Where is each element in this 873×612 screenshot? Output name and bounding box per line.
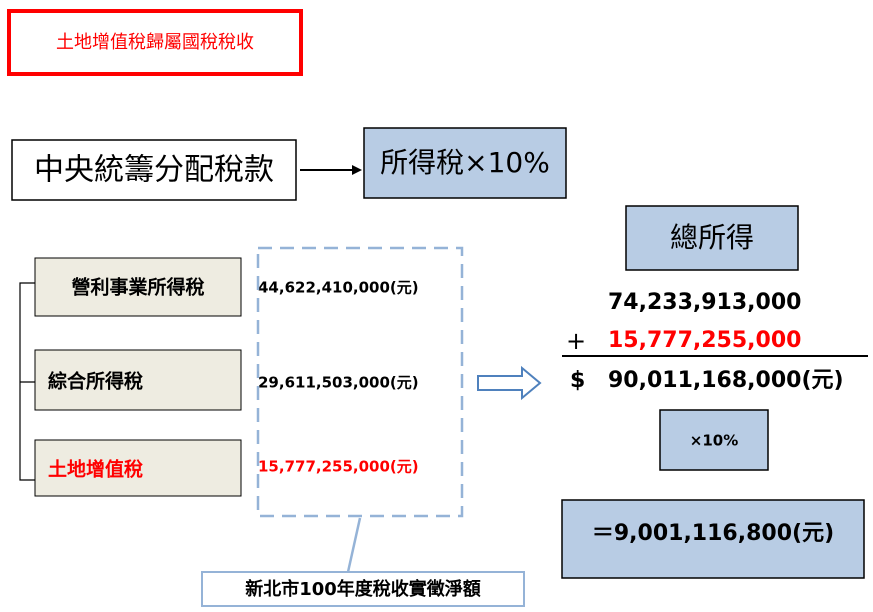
target-box	[363, 127, 567, 199]
tax-label: 綜合所得稅	[48, 370, 143, 393]
hollow-arrow	[477, 365, 542, 401]
source-box	[11, 139, 297, 201]
rate: ×10%	[690, 432, 738, 450]
arrow-head	[352, 165, 362, 175]
tax-amount: 44,622,410,000(元)	[258, 279, 419, 297]
calc-title-box	[625, 205, 799, 271]
bracket	[19, 282, 36, 481]
result-box	[561, 499, 865, 579]
calc-title: 總所得	[670, 221, 754, 254]
title-box	[7, 9, 303, 76]
group-label-box	[201, 571, 525, 607]
tax-box	[34, 439, 242, 497]
tax-amount: 29,611,503,000(元)	[258, 374, 419, 392]
result: ＝9,001,116,800(元)	[592, 521, 834, 546]
calc-currency: $	[570, 368, 585, 393]
tax-box	[34, 349, 242, 411]
source-text: 中央統籌分配稅款	[34, 153, 274, 188]
tax-label: 土地增值稅	[48, 458, 143, 481]
title: 土地增值稅歸屬國稅稅收	[56, 32, 254, 53]
calc-plus: +	[566, 327, 586, 355]
tax-label: 營利事業所得稅	[71, 276, 204, 299]
target-text: 所得稅×10%	[380, 146, 550, 179]
calc-line: 74,233,913,000	[608, 290, 801, 315]
tax-box	[34, 257, 242, 317]
tax-amount: 15,777,255,000(元)	[258, 458, 419, 476]
calc-total: 90,011,168,000(元)	[608, 368, 844, 393]
tax-rows: 營利事業所得稅 44,622,410,000(元) 綜合所得稅 29,611,5…	[34, 257, 419, 497]
rate-box	[659, 409, 769, 471]
group-frame	[256, 246, 464, 518]
group-label: 新北市100年度稅收實徵淨額	[245, 578, 481, 600]
calc-line: 15,777,255,000	[608, 328, 801, 353]
group-connector	[346, 517, 362, 573]
